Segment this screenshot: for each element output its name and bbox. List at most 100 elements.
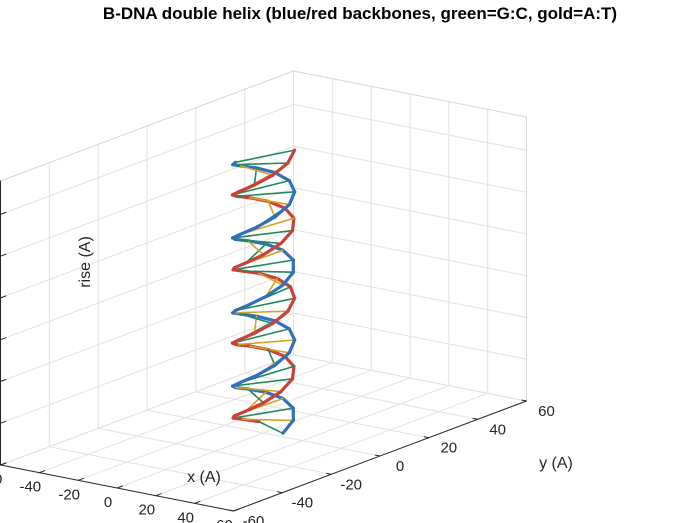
blue-backbone-segment — [264, 283, 285, 299]
base-pair-rung — [234, 149, 296, 164]
frame-edge — [293, 70, 527, 118]
blue-backbone-segment — [281, 396, 295, 410]
blue-backbone-segment — [254, 215, 277, 229]
z-tick — [0, 420, 7, 424]
blue-backbone-segment — [281, 418, 295, 435]
base-pair-rung — [258, 420, 284, 435]
red-backbone-segment — [286, 296, 297, 313]
y-tick-label: -60 — [243, 513, 265, 523]
x-tick-label: 20 — [138, 502, 155, 519]
x-tick — [116, 485, 123, 489]
grid-line — [0, 312, 294, 424]
blue-backbone-segment — [273, 203, 291, 219]
base-pair-rung — [234, 238, 282, 245]
grid-line — [293, 103, 527, 151]
x-tick — [38, 470, 46, 474]
y-tick-label: 20 — [440, 440, 457, 457]
y-axis-label: y (A) — [539, 455, 573, 472]
y-tick — [326, 472, 332, 475]
blue-backbone-segment — [231, 160, 237, 167]
x-axis-label: x (A) — [187, 469, 221, 486]
z-axis-label: rise (A) — [77, 236, 94, 288]
red-backbone-segment — [279, 377, 295, 394]
blue-backbone-segment — [287, 338, 297, 355]
grid-line — [293, 271, 527, 318]
grid-line — [0, 354, 294, 466]
base-pair-rung — [231, 162, 289, 166]
grid-line — [293, 145, 527, 193]
red-backbone-segment — [232, 261, 248, 270]
base-pair-rung — [249, 197, 291, 206]
base-pair-rung — [231, 328, 291, 344]
x-tick — [155, 493, 162, 497]
base-pair-rung — [247, 240, 265, 256]
red-backbone-segment — [232, 409, 248, 418]
blue-backbone-segment — [287, 190, 297, 207]
y-tick-label: 0 — [396, 458, 404, 475]
y-tick — [472, 417, 479, 420]
frame-edge — [0, 70, 294, 182]
base-pair-rung — [231, 179, 291, 196]
blue-backbone-segment — [281, 248, 295, 262]
red-backbone-segment — [244, 401, 266, 413]
base-pair-rung — [231, 229, 294, 239]
grid-line — [0, 271, 294, 382]
y-tick-label: 40 — [489, 421, 506, 438]
chart-title: B-DNA double helix (blue/red backbones, … — [103, 4, 617, 23]
blue-backbone-segment — [273, 319, 291, 331]
grid-line — [0, 103, 294, 215]
base-pair-rung — [232, 259, 295, 271]
x-tick-label: 60 — [216, 517, 233, 523]
red-backbone-segment — [279, 229, 295, 245]
base-pair-rung — [267, 200, 276, 218]
grid-line — [146, 409, 381, 457]
base-pair-rung — [241, 418, 295, 422]
z-tick — [0, 462, 7, 466]
x-tick-label: 0 — [104, 494, 112, 511]
x-tick-label: -20 — [58, 486, 80, 503]
red-backbone-segment — [286, 148, 297, 165]
helix-layer — [230, 148, 297, 435]
y-tick — [374, 454, 381, 457]
red-backbone-segment — [261, 390, 283, 405]
z-tick — [0, 337, 7, 341]
red-backbone-segment — [271, 161, 290, 177]
blue-backbone-segment — [273, 351, 291, 367]
red-backbone-segment — [283, 206, 296, 220]
blue-backbone-segment — [239, 373, 259, 384]
red-backbone-segment — [237, 183, 256, 194]
red-backbone-segment — [266, 348, 287, 358]
blue-backbone-segment — [255, 166, 277, 175]
base-pair-rung — [234, 386, 282, 393]
grid-line — [293, 187, 527, 235]
base-pair-rung — [232, 407, 295, 419]
x-tick-label: 40 — [177, 509, 194, 523]
grid-line — [48, 446, 283, 494]
base-pair-rung — [258, 272, 284, 286]
grid-line — [293, 312, 527, 360]
red-backbone-segment — [252, 173, 275, 187]
grid-line — [97, 427, 332, 475]
y-tick-label: 60 — [538, 403, 555, 420]
grid-line — [195, 391, 430, 439]
red-backbone-segment — [288, 285, 297, 300]
blue-backbone-segment — [239, 225, 259, 236]
base-pair-rung — [235, 339, 296, 346]
red-backbone-segment — [261, 241, 283, 257]
y-tick — [423, 436, 430, 439]
base-pair-rung — [235, 191, 296, 198]
blue-backbone-segment — [255, 314, 277, 323]
x-tick — [194, 500, 201, 504]
base-pair-rung — [231, 310, 289, 314]
red-backbone-segment — [290, 216, 296, 233]
base-pair-rung — [249, 345, 291, 354]
base-pair-rung — [239, 313, 274, 325]
blue-backbone-segment — [273, 171, 291, 183]
x-tick — [77, 477, 84, 481]
blue-backbone-segment — [287, 327, 297, 342]
z-tick — [0, 379, 7, 382]
base-pair-rung — [234, 297, 296, 312]
y-tick — [228, 509, 234, 512]
grid-line — [0, 229, 294, 341]
y-tick — [277, 491, 283, 494]
